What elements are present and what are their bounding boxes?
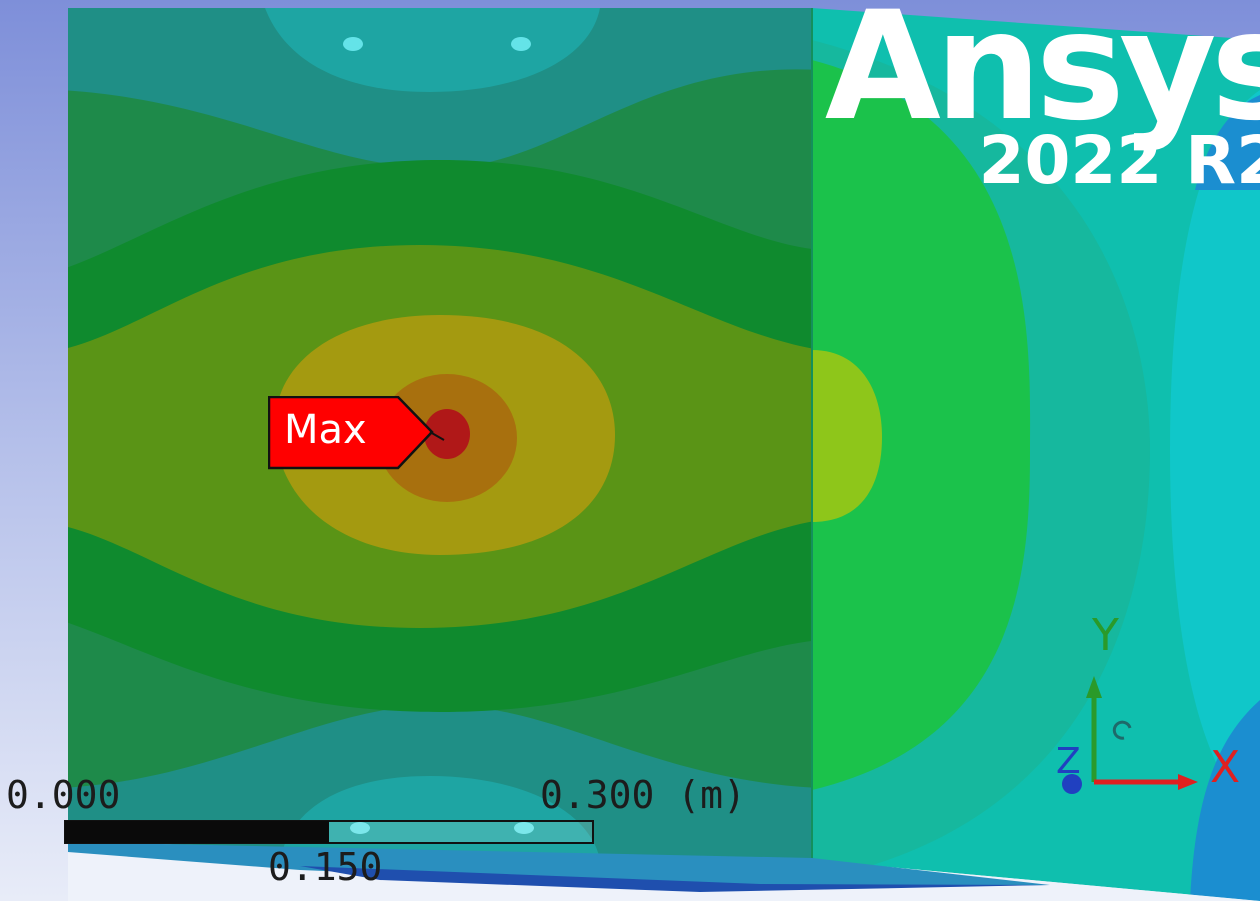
y-axis-label: Y — [1092, 610, 1119, 661]
side-face — [812, 8, 1260, 901]
triad-axes — [1062, 676, 1198, 794]
front-face — [68, 8, 813, 860]
logo-wordmark: Ansys — [824, 0, 1260, 154]
z-axis-label: Z — [1056, 741, 1081, 782]
scale-bar — [64, 820, 594, 844]
coordinate-triad-icon[interactable]: Y X Z — [1040, 610, 1260, 820]
x-axis-label: X — [1210, 742, 1241, 793]
scale-bar-start-label: 0.000 — [6, 773, 121, 817]
max-label-text: Max — [284, 407, 367, 453]
scale-bar-mid-label: 0.150 — [268, 845, 383, 889]
max-probe-label[interactable]: Max — [268, 396, 445, 470]
ansys-logo: Ansys 2022 R2 — [802, 0, 1260, 194]
logo-version: 2022 R2 — [978, 122, 1260, 199]
scale-bar-end-label: 0.300 (m) — [540, 773, 746, 817]
max-tag-shape — [268, 396, 445, 470]
